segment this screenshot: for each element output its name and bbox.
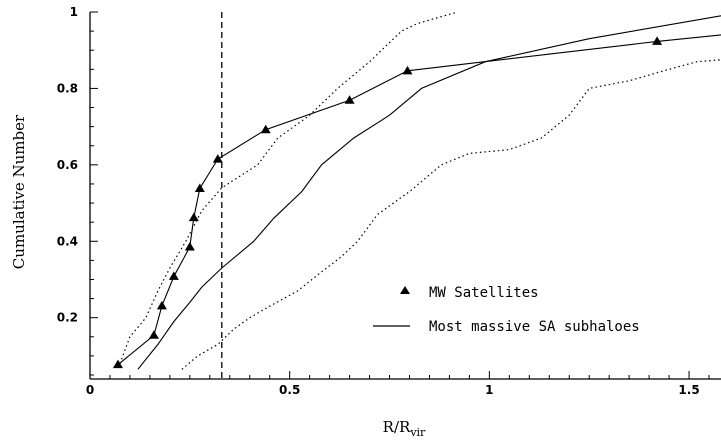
mw-satellite-marker: [168, 271, 179, 280]
mw-satellite-marker: [148, 330, 159, 339]
series-line-2: [119, 11, 458, 364]
x-axis-title: R/Rvir: [383, 418, 426, 439]
mw-satellite-marker: [156, 300, 167, 310]
y-axis-title: Cumulative Number: [10, 114, 28, 269]
y-tick-label: 1: [70, 5, 78, 19]
series-line-most-massive-sa-subhaloes: [137, 15, 721, 370]
series-line-3: [181, 59, 721, 370]
mw-satellite-marker: [112, 359, 123, 369]
mw-satellite-marker: [194, 183, 205, 193]
x-tick-label: 1: [485, 383, 493, 397]
mw-satellite-marker: [188, 212, 199, 222]
series-line-mw-satellites: [117, 34, 721, 366]
legend-label-massive-subhaloes: Most massive SA subhaloes: [429, 319, 640, 335]
mw-satellite-marker: [212, 154, 223, 163]
mw-satellite-marker: [402, 65, 413, 75]
x-tick-label: 0.5: [279, 383, 300, 397]
legend: MW Satellites Most massive SA subhaloes: [373, 285, 640, 335]
legend-label-mw-satellites: MW Satellites: [429, 285, 539, 301]
mw-satellite-marker: [184, 241, 195, 251]
x-axis-title-subscript: vir: [409, 426, 426, 439]
y-tick-label: 0.6: [57, 158, 78, 172]
x-tick-label: 1.5: [678, 383, 699, 397]
axes: 0 0.5 1 1.5 0.2 0.4 0.6 0.8 1: [57, 5, 721, 397]
y-tick-label: 0.8: [57, 81, 78, 95]
mw-satellite-marker: [652, 36, 663, 45]
y-tick-label: 0.2: [57, 311, 78, 325]
legend-triangle-marker: [400, 286, 410, 294]
mw-satellite-marker: [260, 124, 271, 134]
series-layer: [112, 11, 721, 379]
x-axis-title-main: R/R: [383, 418, 411, 436]
x-tick-label: 0: [86, 383, 94, 397]
y-tick-label: 0.4: [57, 234, 78, 248]
mw-satellite-marker: [344, 95, 355, 104]
